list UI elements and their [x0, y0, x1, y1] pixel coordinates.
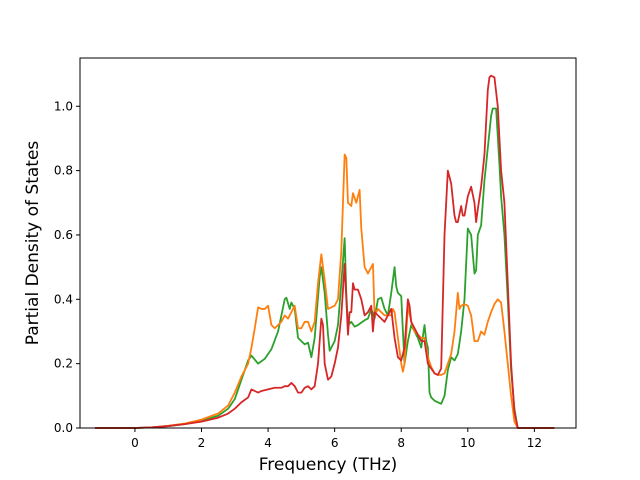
series-layer — [94, 74, 555, 429]
y-tick-label: 0.8 — [54, 164, 73, 178]
x-tick-label: 10 — [460, 436, 475, 450]
x-tick-label: 12 — [527, 436, 542, 450]
y-tick-label: 0.2 — [54, 357, 73, 371]
y-tick-label: 0.6 — [54, 228, 73, 242]
x-tick-label: 4 — [264, 436, 272, 450]
x-tick-label: 6 — [331, 436, 339, 450]
series-line-2 — [94, 153, 555, 429]
series-line-3 — [94, 74, 555, 429]
plot-frame — [79, 57, 577, 429]
y-axis: 0.0 0.2 0.4 0.6 0.8 1.0 — [54, 99, 80, 435]
x-tick-label: 8 — [397, 436, 405, 450]
y-tick-label: 1.0 — [54, 99, 73, 113]
y-tick-label: 0.0 — [54, 421, 73, 435]
x-tick-label: 0 — [131, 436, 139, 450]
y-tick-label: 0.4 — [54, 292, 73, 306]
y-axis-label: Partial Density of States — [23, 141, 43, 346]
x-tick-label: 2 — [198, 436, 206, 450]
x-axis-label: Frequency (THz) — [259, 455, 398, 475]
series-line-1 — [94, 107, 555, 429]
x-axis: 0 2 4 6 8 10 12 — [131, 428, 542, 450]
